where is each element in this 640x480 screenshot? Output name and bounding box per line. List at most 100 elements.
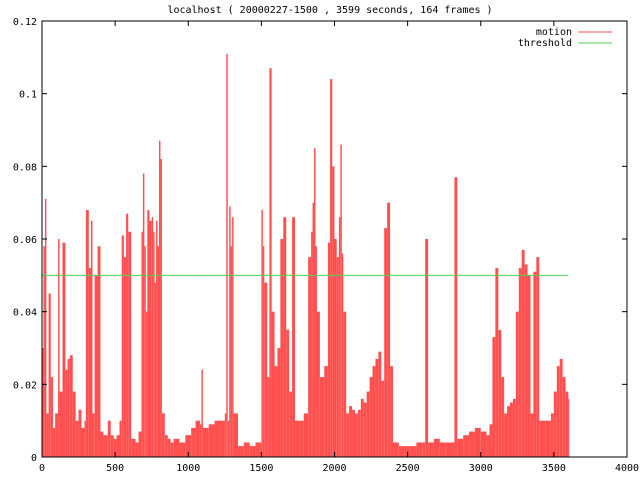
motion-bar [463,435,470,457]
motion-bars [42,53,570,458]
motion-bar [289,391,293,457]
motion-bar [262,246,265,457]
motion-bar [121,235,124,457]
motion-bar [191,427,196,457]
motion-bar [255,442,260,457]
motion-bar [433,438,440,457]
motion-bar [340,144,342,457]
motion-bar [135,442,139,457]
motion-bar [233,413,238,457]
motion-bar [153,231,155,457]
motion-bar [357,409,361,457]
motion-bar [185,435,192,457]
motion-bar [283,217,287,457]
motion-bar [144,246,146,457]
motion-bar [539,420,546,457]
motion-bar [199,424,202,457]
motion-bar [527,275,531,457]
motion-bar [319,377,325,457]
motion-bar [378,351,382,457]
motion-bar [369,377,373,457]
motion-bar [330,79,333,457]
motion-bar [97,246,101,457]
motion-bar [243,442,250,457]
motion-bar [208,424,215,457]
motion-bar [72,391,76,457]
motion-bar [495,268,499,457]
motion-bar [507,406,510,457]
x-tick-label: 2500 [396,463,420,474]
motion-bar [277,348,281,457]
motion-bar [312,202,315,457]
motion-bar [308,257,312,457]
motion-bar [316,311,320,457]
motion-bar [85,209,89,457]
y-tick-label: 0.08 [13,162,37,173]
motion-bar [550,413,554,457]
motion-bar [92,413,95,457]
x-tick-label: 3000 [469,463,493,474]
x-axis: 0 500 1000 1500 2000 2500 3000 3500 4000 [39,21,639,474]
motion-bar [75,420,79,457]
motion-bar [138,431,142,457]
motion-bar [88,268,91,457]
motion-bar [249,446,256,457]
motion-bar [324,366,328,457]
motion-bar [116,435,120,457]
motion-bar [43,246,45,457]
chart-title: localhost ( 20000227-1500 , 3599 seconds… [167,5,492,16]
motion-bar [387,202,391,457]
motion-bar [568,398,570,457]
legend-label-threshold: threshold [518,38,572,49]
motion-bar [504,413,508,457]
motion-bar [62,242,66,457]
motion-bar [360,398,364,457]
motion-bar [220,420,225,457]
motion-bar [428,442,434,457]
motion-bar [160,159,162,457]
motion-bar [299,420,304,457]
legend: motion threshold [518,27,612,49]
motion-bar [149,220,152,457]
motion-bar [59,391,63,457]
motion-bar [501,377,505,457]
motion-bar [269,68,272,457]
motion-bar [267,377,270,457]
motion-bar [303,413,309,457]
motion-bar [110,435,114,457]
motion-bar [492,337,496,457]
motion-bar [179,442,186,457]
motion-bar [346,413,350,457]
motion-bar [227,420,230,457]
legend-label-motion: motion [536,27,572,38]
motion-bar [103,435,108,457]
motion-bar [84,420,86,457]
motion-bar [381,380,385,457]
motion-bar [131,438,136,457]
y-tick-label: 0.12 [13,17,37,28]
motion-bar [515,311,519,457]
motion-bar [230,246,233,457]
motion-bar [565,391,569,457]
motion-bar [521,249,525,457]
motion-bar [154,282,157,457]
motion-bar [315,246,317,457]
motion-bar [422,442,426,457]
motion-bar [280,239,284,457]
motion-bar [259,442,262,457]
motion-bar [286,329,290,457]
motion-bar [90,220,93,457]
motion-bar [161,413,165,457]
motion-bar [65,369,68,457]
x-tick-label: 500 [106,463,124,474]
motion-bar [439,442,446,457]
y-tick-label: 0 [31,453,37,464]
motion-bar [94,275,98,457]
motion-bar [128,231,132,457]
motion-bar [201,369,203,457]
motion-bar [157,246,159,457]
motion-bar [445,442,452,457]
x-tick-label: 0 [39,463,45,474]
motion-bar [69,355,73,457]
